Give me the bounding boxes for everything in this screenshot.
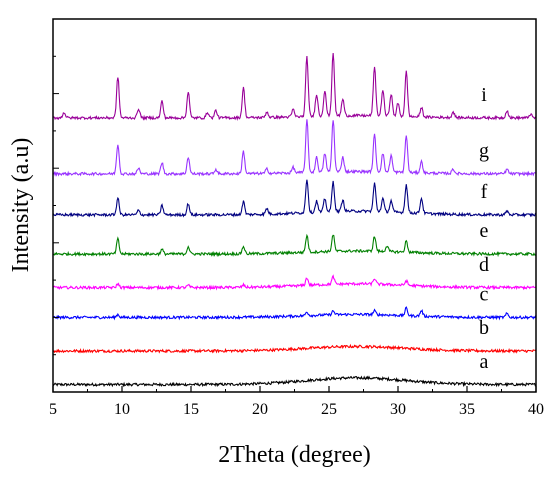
series-line-a	[52, 375, 537, 388]
y-axis-title: Intensity (a.u)	[8, 138, 34, 273]
series-line-g	[52, 119, 537, 177]
x-tick-label: 10	[114, 401, 130, 418]
series-label-i: i	[481, 84, 487, 106]
x-tick-label: 20	[252, 401, 268, 418]
series-label-f: f	[481, 181, 488, 203]
x-axis-title: 2Theta (degree)	[218, 442, 371, 468]
x-tick-label: 25	[321, 401, 337, 418]
x-tick-label: 15	[183, 401, 199, 418]
series-line-i	[52, 52, 537, 121]
series-label-e: e	[480, 220, 489, 242]
x-tick-label: 40	[528, 401, 544, 418]
series-label-c: c	[480, 284, 489, 306]
series-label-g: g	[479, 140, 489, 162]
series-label-d: d	[479, 254, 489, 276]
x-tick-label: 5	[49, 401, 57, 418]
series-line-b	[52, 343, 537, 354]
plot-frame	[52, 18, 537, 393]
series-traces	[52, 52, 537, 388]
x-axis-ticks	[52, 386, 537, 392]
series-label-a: a	[480, 351, 489, 373]
x-tick-label: 30	[390, 401, 406, 418]
series-line-d	[52, 274, 537, 291]
series-line-e	[52, 233, 537, 258]
y-axis-ticks	[53, 55, 59, 356]
series-label-b: b	[479, 317, 489, 339]
series-line-c	[52, 306, 537, 321]
series-line-f	[52, 179, 537, 218]
x-tick-label: 35	[459, 401, 475, 418]
x-axis-tick-labels: 5 10 15 20 25 30 35 40	[49, 401, 544, 418]
